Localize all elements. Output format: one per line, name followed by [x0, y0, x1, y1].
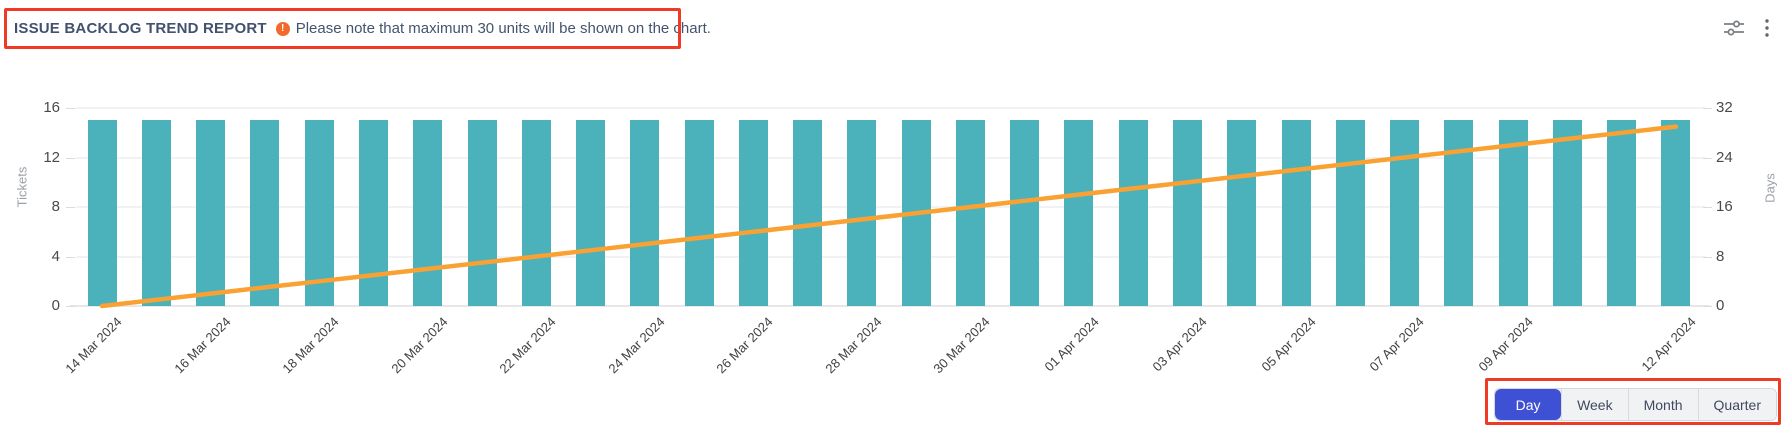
- bar[interactable]: [1607, 120, 1637, 306]
- filter-sliders-icon[interactable]: [1722, 18, 1746, 38]
- kebab-menu-icon[interactable]: [1764, 18, 1770, 38]
- days-trend-line[interactable]: [99, 124, 1679, 309]
- widget-toolbar: [1722, 18, 1770, 38]
- bar[interactable]: [1281, 120, 1311, 306]
- left-axis-tick: [66, 257, 75, 258]
- y-axis-tick-label-right: 32: [1716, 99, 1733, 116]
- y-axis-tick-label-right: 8: [1716, 248, 1725, 265]
- bar[interactable]: [955, 120, 985, 306]
- right-axis-tick: [1703, 108, 1712, 109]
- gridline: [76, 256, 1706, 258]
- report-title: ISSUE BACKLOG TREND REPORT: [14, 20, 267, 37]
- y-axis-tick-label-left: 4: [51, 248, 60, 265]
- right-axis-tick: [1703, 306, 1712, 307]
- y-axis-tick-label-left: 0: [51, 297, 60, 314]
- bar[interactable]: [738, 120, 768, 306]
- toggle-month[interactable]: Month: [1627, 389, 1698, 420]
- alert-circle-icon: !: [275, 21, 290, 36]
- bar[interactable]: [250, 120, 280, 306]
- bar[interactable]: [1227, 120, 1257, 306]
- bar[interactable]: [1552, 120, 1582, 306]
- bar[interactable]: [793, 120, 823, 306]
- left-axis-tick: [66, 207, 75, 208]
- left-axis-tick: [66, 306, 75, 307]
- gridline: [76, 107, 1706, 109]
- gridline: [76, 206, 1706, 208]
- bar[interactable]: [87, 120, 117, 306]
- y-axis-tick-label-left: 12: [43, 149, 60, 166]
- toggle-week[interactable]: Week: [1561, 389, 1628, 420]
- x-axis-line: [70, 305, 1710, 307]
- bar[interactable]: [521, 120, 551, 306]
- bar[interactable]: [1335, 120, 1365, 306]
- bar[interactable]: [1064, 120, 1094, 306]
- note-text: Please note that maximum 30 units will b…: [295, 20, 711, 37]
- bar[interactable]: [196, 120, 226, 306]
- bar[interactable]: [467, 120, 497, 306]
- bar[interactable]: [1118, 120, 1148, 306]
- right-axis-tick: [1703, 158, 1712, 159]
- y-axis-tick-label-right: 24: [1716, 149, 1733, 166]
- bar[interactable]: [304, 120, 334, 306]
- y-axis-tick-label-left: 8: [51, 198, 60, 215]
- max-units-note: ! Please note that maximum 30 units will…: [275, 20, 711, 37]
- bar[interactable]: [630, 120, 660, 306]
- toggle-quarter[interactable]: Quarter: [1697, 389, 1776, 420]
- bar[interactable]: [576, 120, 605, 306]
- report-header: ISSUE BACKLOG TREND REPORT ! Please note…: [14, 8, 711, 49]
- left-axis-tick: [66, 108, 75, 109]
- bar[interactable]: [413, 120, 443, 306]
- right-axis-tick: [1703, 257, 1712, 258]
- right-axis-tick: [1703, 207, 1712, 208]
- bar[interactable]: [1498, 120, 1528, 306]
- gridline: [76, 157, 1706, 159]
- time-granularity-toggle: Day Week Month Quarter: [1494, 388, 1777, 421]
- toggle-day[interactable]: Day: [1495, 389, 1562, 420]
- y-axis-tick-label-right: 16: [1716, 198, 1733, 215]
- left-axis-tick: [66, 158, 75, 159]
- y-axis-tick-label-right: 0: [1716, 297, 1725, 314]
- bar[interactable]: [1173, 120, 1202, 306]
- bar[interactable]: [847, 120, 877, 306]
- y-axis-tick-label-left: 16: [43, 99, 60, 116]
- bar[interactable]: [1661, 120, 1691, 306]
- bar[interactable]: [141, 120, 171, 306]
- bar[interactable]: [1390, 120, 1419, 306]
- bar[interactable]: [1010, 120, 1040, 306]
- bar[interactable]: [684, 120, 714, 306]
